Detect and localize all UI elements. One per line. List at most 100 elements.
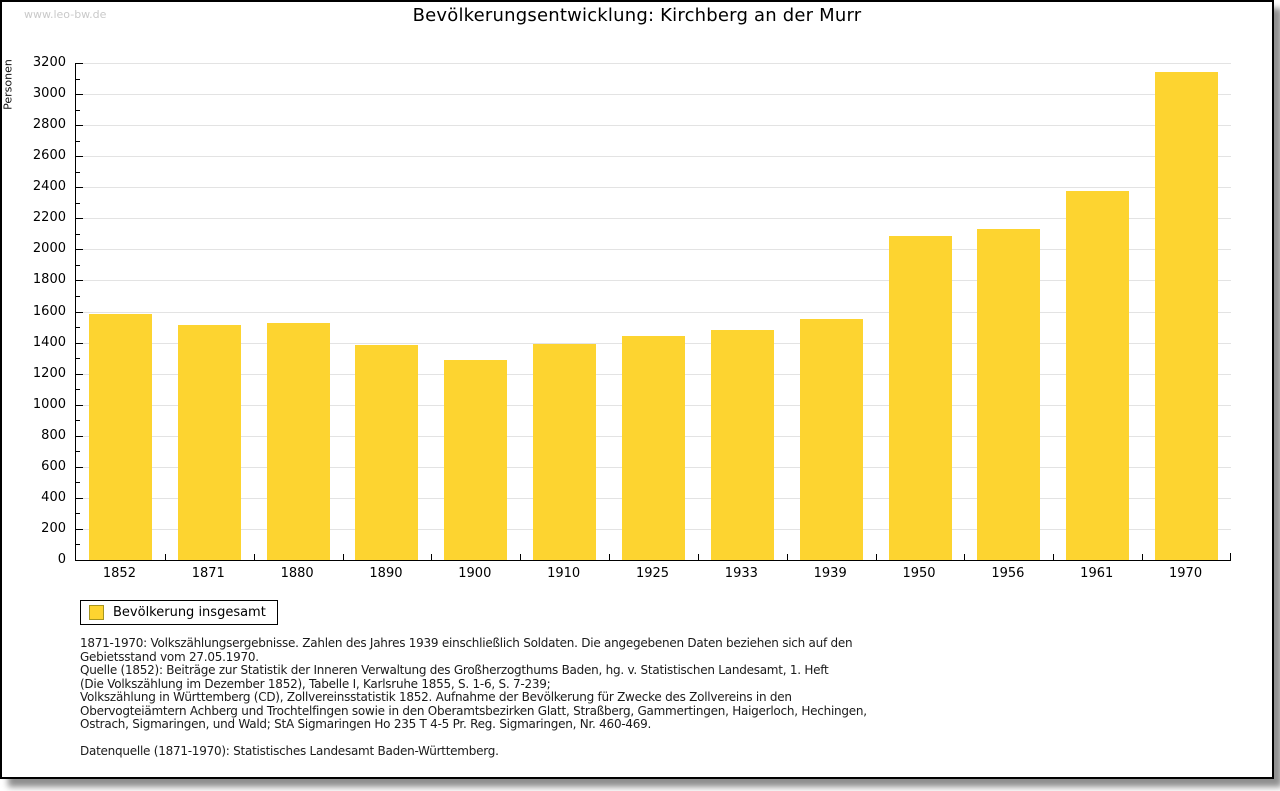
x-tick-label-1933: 1933 xyxy=(724,566,758,581)
footnote-line-7: Ostrach, Sigmaringen, und Wald; StA Sigm… xyxy=(80,717,652,731)
y-tick-label-1400: 1400 xyxy=(32,334,66,350)
bar-1925 xyxy=(622,336,685,560)
x-tick-label-1900: 1900 xyxy=(458,566,492,581)
y-axis-tick xyxy=(76,358,80,360)
y-tick-label-1200: 1200 xyxy=(32,365,66,381)
y-tick-label-1000: 1000 xyxy=(32,396,66,412)
x-tick-label-1890: 1890 xyxy=(369,566,403,581)
y-axis-tick xyxy=(76,171,80,173)
x-tick-label-1939: 1939 xyxy=(813,566,847,581)
y-axis-tick xyxy=(76,451,80,453)
gridline-2600 xyxy=(76,156,1231,158)
bar-1961 xyxy=(1066,191,1130,560)
footnote-line-1: 1871-1970: Volkszählungsergebnisse. Zahl… xyxy=(80,636,853,650)
x-axis-tick xyxy=(786,554,788,560)
legend: Bevölkerung insgesamt xyxy=(80,600,278,625)
gridline-2200 xyxy=(76,218,1231,220)
y-axis-tick xyxy=(76,233,80,235)
bar-1871 xyxy=(177,325,241,560)
y-axis-tick xyxy=(76,78,80,80)
footnote-line-6: Obervogteiämtern Achberg und Trochtelfin… xyxy=(80,703,867,718)
bar-1970 xyxy=(1155,71,1219,560)
y-tick-label-3200: 3200 xyxy=(32,55,66,70)
x-tick-label-1852: 1852 xyxy=(102,566,136,581)
y-axis-tick xyxy=(76,264,80,266)
y-axis-tick xyxy=(76,435,83,437)
x-axis-tick xyxy=(1230,553,1231,560)
bar-1910 xyxy=(533,344,597,560)
x-axis-tick xyxy=(1142,554,1144,560)
y-axis-tick xyxy=(76,109,80,111)
y-tick-label-3000: 3000 xyxy=(32,86,66,102)
footnote-line-4: (Die Volkszählung im Dezember 1852), Tab… xyxy=(80,676,551,691)
y-axis-tick xyxy=(76,528,83,530)
y-tick-label-600: 600 xyxy=(41,458,66,474)
x-axis-tick xyxy=(164,554,166,560)
gridline-1800 xyxy=(76,280,1231,282)
footnote-line-5: Volkszählung in Württemberg (CD), Zollve… xyxy=(80,690,792,704)
footnotes: 1871-1970: Volkszählungsergebnisse. Zahl… xyxy=(80,636,920,732)
y-axis-tick xyxy=(76,202,80,204)
y-tick-label-2800: 2800 xyxy=(32,117,66,133)
x-axis-tick xyxy=(697,554,699,560)
x-tick-label-1950: 1950 xyxy=(902,566,936,581)
data-source-line: Datenquelle (1871-1970): Statistisches L… xyxy=(80,744,499,758)
y-axis-tick xyxy=(76,125,83,127)
y-axis-tick xyxy=(76,420,80,422)
y-axis-tick xyxy=(76,389,80,391)
bar-1950 xyxy=(888,236,952,560)
x-tick-label-1956: 1956 xyxy=(991,566,1025,581)
y-tick-label-2400: 2400 xyxy=(32,179,66,195)
x-tick-label-1961: 1961 xyxy=(1080,566,1114,581)
y-axis-tick xyxy=(76,482,80,484)
y-axis-tick xyxy=(76,280,83,282)
legend-label: Bevölkerung insgesamt xyxy=(113,605,266,620)
x-tick-label-1880: 1880 xyxy=(280,566,314,581)
x-axis-tick xyxy=(253,554,255,560)
y-axis-tick xyxy=(76,94,83,96)
y-axis-tick xyxy=(76,140,80,142)
y-axis-tick xyxy=(76,249,83,251)
bar-1939 xyxy=(799,318,863,560)
gridline-2800 xyxy=(76,125,1231,127)
y-tick-label-2000: 2000 xyxy=(32,241,66,257)
y-axis-tick xyxy=(76,466,83,468)
y-axis-tick xyxy=(76,156,83,158)
x-axis-tick xyxy=(609,554,611,560)
x-axis-tick xyxy=(342,554,344,560)
y-axis-tick xyxy=(76,497,83,499)
y-tick-label-2600: 2600 xyxy=(32,148,66,164)
bar-1900 xyxy=(444,359,508,560)
y-axis-tick xyxy=(76,513,80,515)
y-tick-label-800: 800 xyxy=(41,427,66,443)
plot-area xyxy=(75,63,1231,561)
gridline-2000 xyxy=(76,249,1231,251)
x-axis-tick xyxy=(1053,554,1055,560)
y-tick-label-0: 0 xyxy=(57,552,66,567)
x-tick-label-1910: 1910 xyxy=(547,566,581,581)
gridline-1600 xyxy=(76,311,1231,313)
y-axis-tick xyxy=(76,218,83,220)
watermark-leo-bw: www.leo-bw.de xyxy=(24,8,107,21)
bar-1880 xyxy=(266,323,330,560)
gridline-3200 xyxy=(76,63,1231,64)
x-axis-tick xyxy=(431,554,433,560)
bar-1933 xyxy=(710,330,774,560)
footnote-line-2: Gebietsstand vom 27.05.1970. xyxy=(80,649,259,664)
x-axis-tick xyxy=(964,554,966,560)
x-tick-label-1871: 1871 xyxy=(191,566,225,581)
bar-1852 xyxy=(88,313,152,560)
bar-1890 xyxy=(355,344,419,560)
x-axis-tick xyxy=(875,554,877,560)
y-axis-title: Personen xyxy=(1,59,15,110)
y-tick-label-1600: 1600 xyxy=(32,303,66,319)
y-axis-tick xyxy=(76,544,80,546)
y-axis-tick xyxy=(76,342,83,344)
bar-1956 xyxy=(977,229,1041,560)
y-axis-tick xyxy=(76,295,80,297)
gridline-2400 xyxy=(76,187,1231,189)
x-tick-label-1970: 1970 xyxy=(1169,566,1203,581)
y-tick-label-200: 200 xyxy=(41,520,66,536)
x-axis-tick xyxy=(520,554,522,560)
